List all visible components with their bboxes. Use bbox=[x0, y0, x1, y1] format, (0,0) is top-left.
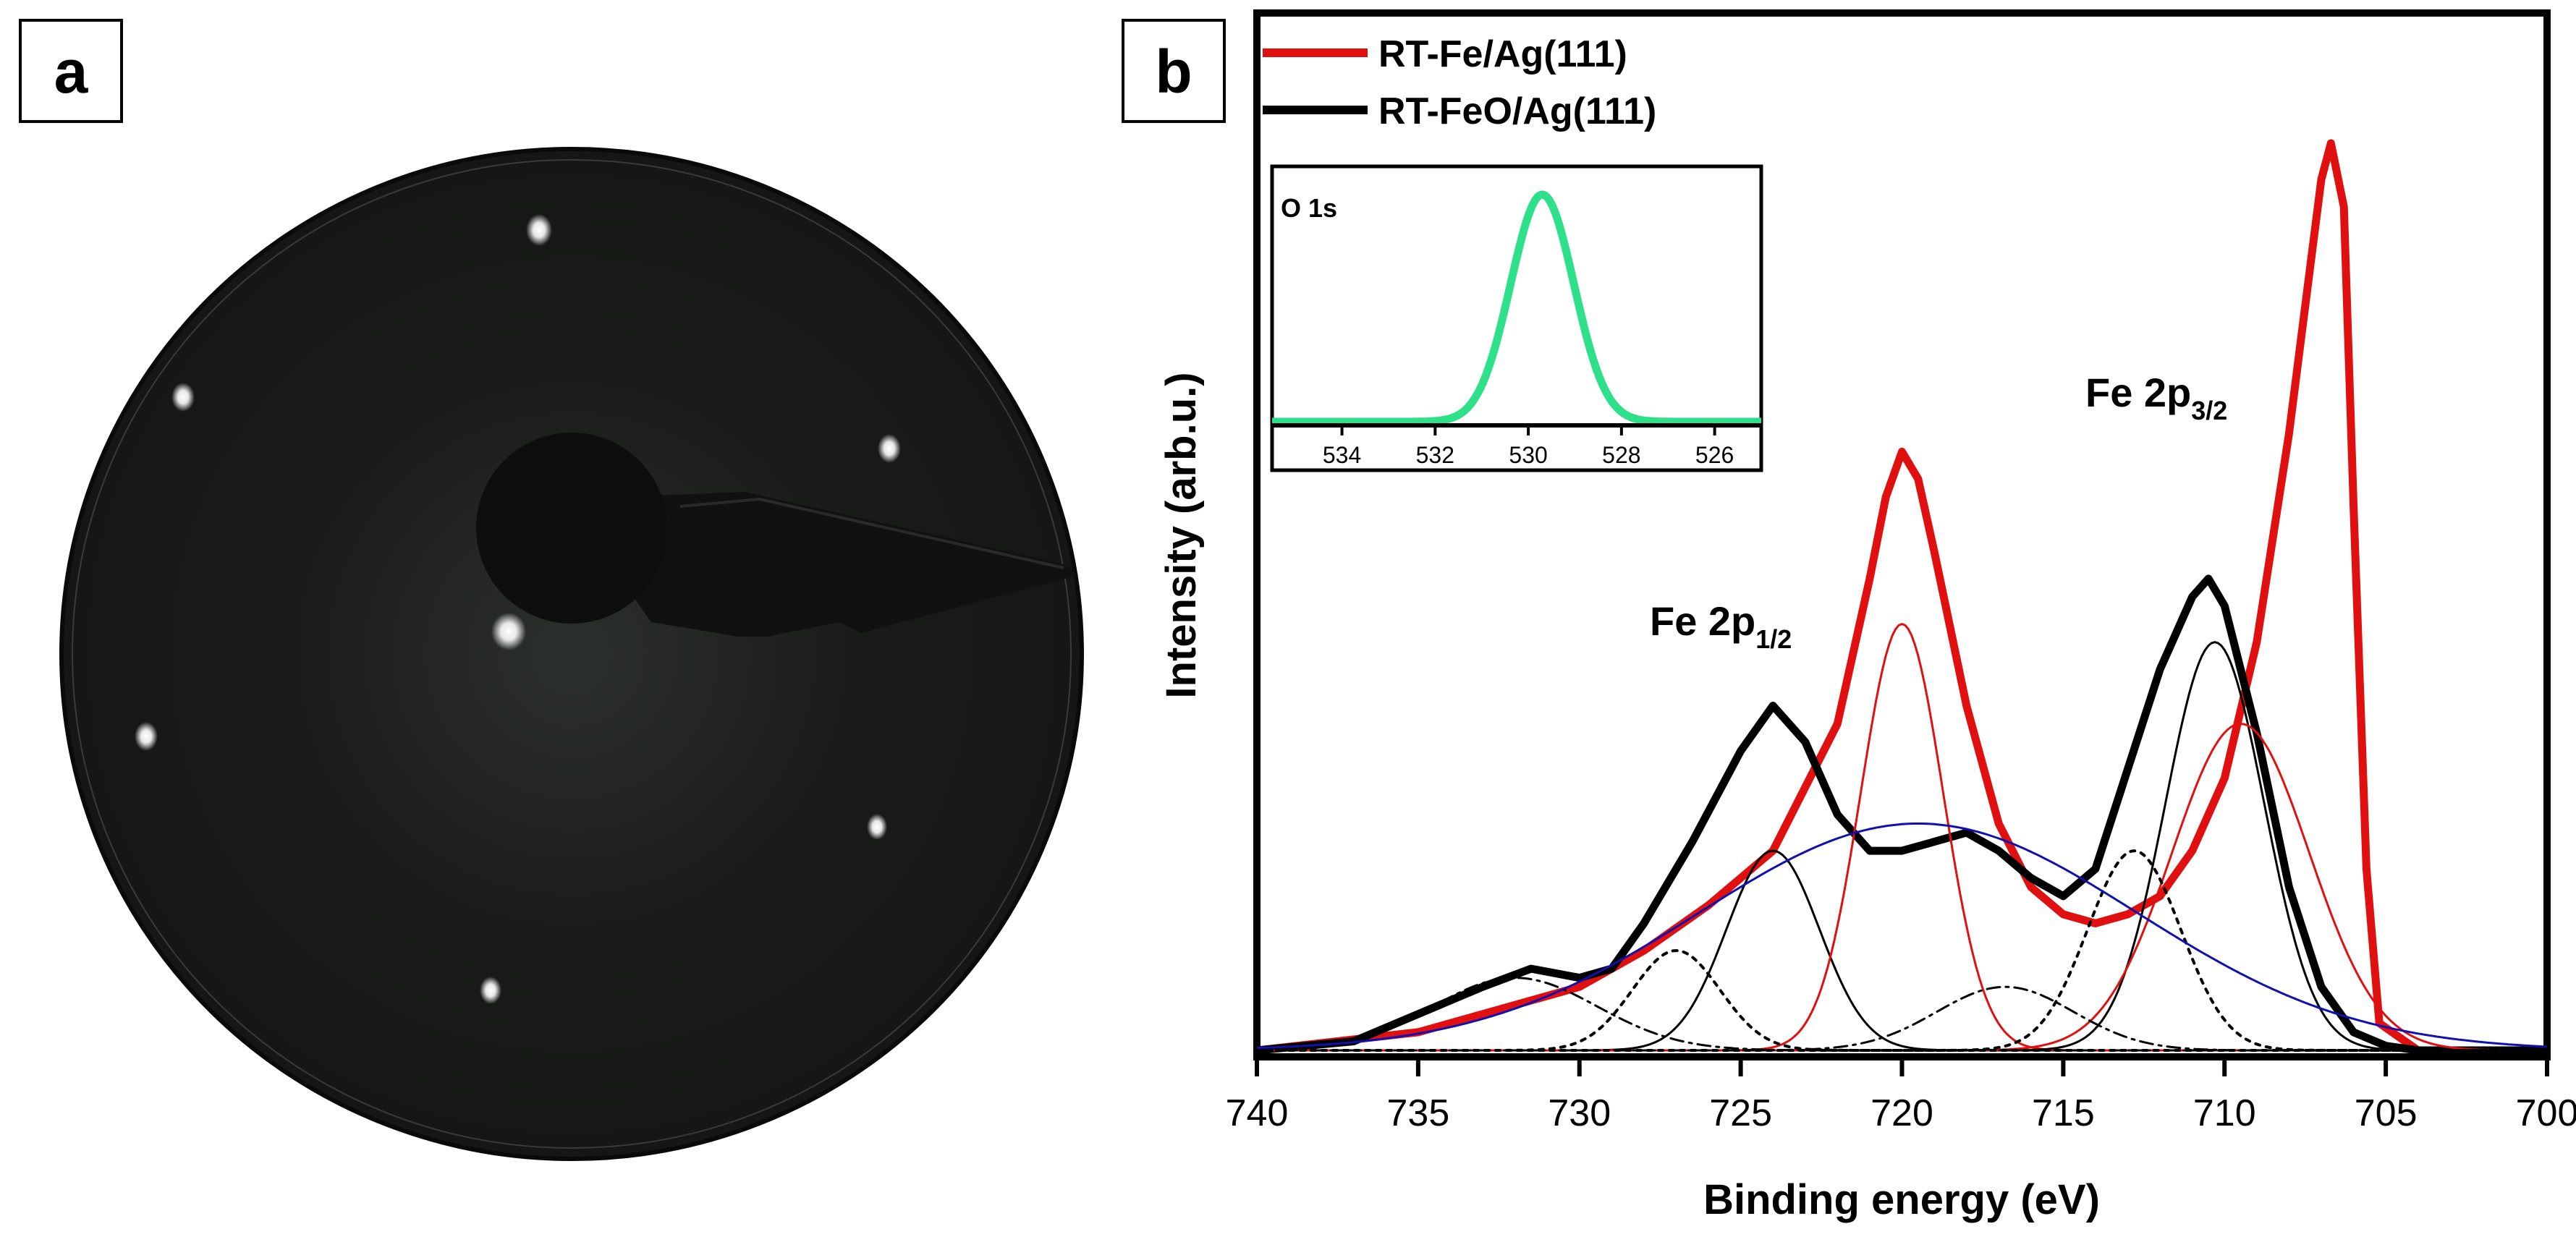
series-line-fit-sat-732 bbox=[1257, 977, 2547, 1052]
x-tick-label: 740 bbox=[1226, 1092, 1289, 1134]
x-tick-label: 534 bbox=[1323, 442, 1361, 468]
annotation-fe2p12: Fe 2p1/2 bbox=[1650, 598, 1792, 654]
leed-spot bbox=[878, 434, 901, 463]
series-line-o-1s-fit bbox=[1272, 190, 1761, 425]
x-tick-label: 528 bbox=[1602, 442, 1640, 468]
panel-a: a bbox=[19, 19, 1084, 1161]
legend-label-feo: RT-FeO/Ag(111) bbox=[1378, 90, 1656, 132]
leed-screen bbox=[59, 147, 1084, 1161]
panel-b: b 740 735 730 725 720 715 710 705 700 Binding en… bbox=[1122, 9, 2576, 1223]
panel-b-label: b bbox=[1155, 38, 1192, 106]
x-tick-label: 715 bbox=[2032, 1092, 2095, 1134]
panel-b-label-box bbox=[1122, 19, 1226, 123]
x-tick-label: 735 bbox=[1386, 1092, 1449, 1134]
series-line-fit-sat-717 bbox=[1257, 985, 2547, 1052]
legend: RT-Fe/Ag(111) RT-FeO/Ag(111) bbox=[1263, 33, 1656, 132]
legend-label-fe: RT-Fe/Ag(111) bbox=[1378, 33, 1627, 75]
xps-chart: 740 735 730 725 720 715 710 705 700 Binding ener… bbox=[1158, 9, 2576, 1223]
leed-spot bbox=[480, 977, 501, 1004]
panel-a-label-box bbox=[19, 19, 123, 123]
x-tick-label: 530 bbox=[1509, 442, 1547, 468]
series-line-fit-710-peak bbox=[1257, 641, 2547, 1052]
leed-spot bbox=[171, 383, 195, 412]
panel-a-label: a bbox=[54, 38, 89, 106]
electron-gun bbox=[476, 433, 667, 624]
series-line-rt-feo-ag-111- bbox=[1257, 574, 2547, 1055]
leed-spot bbox=[491, 613, 526, 650]
x-tick-label: 725 bbox=[1709, 1092, 1772, 1134]
leed-pattern bbox=[59, 147, 1084, 1161]
x-axis-label: Binding energy (eV) bbox=[1703, 1176, 2100, 1223]
series-line-fit-720-peak bbox=[1257, 623, 2547, 1052]
x-tick-label: 532 bbox=[1416, 442, 1454, 468]
x-tick-label: 730 bbox=[1548, 1092, 1611, 1134]
x-tick-label: 700 bbox=[2516, 1092, 2576, 1134]
leed-spot bbox=[526, 214, 552, 246]
x-tick-label: 705 bbox=[2355, 1092, 2418, 1134]
leed-spot bbox=[867, 814, 887, 840]
leed-spot bbox=[135, 722, 158, 751]
series-line-background bbox=[1257, 822, 2547, 1050]
x-tick-label: 720 bbox=[1870, 1092, 1933, 1134]
series-line-rt-fe-ag-111- bbox=[1257, 139, 2547, 1055]
x-tick-label: 710 bbox=[2193, 1092, 2256, 1134]
gun-holder-edge bbox=[679, 497, 1064, 569]
inset-title: O 1s bbox=[1281, 193, 1337, 223]
annotation-fe2p32: Fe 2p3/2 bbox=[2085, 370, 2227, 425]
leed-screen-rim bbox=[72, 159, 1072, 1149]
y-axis-label: Intensity (arb.u.) bbox=[1158, 372, 1205, 698]
x-tick-label: 526 bbox=[1695, 442, 1734, 468]
o1s-inset: O 1s 534 532 530 528 526 bbox=[1270, 164, 1763, 472]
gun-holder bbox=[564, 492, 1078, 637]
